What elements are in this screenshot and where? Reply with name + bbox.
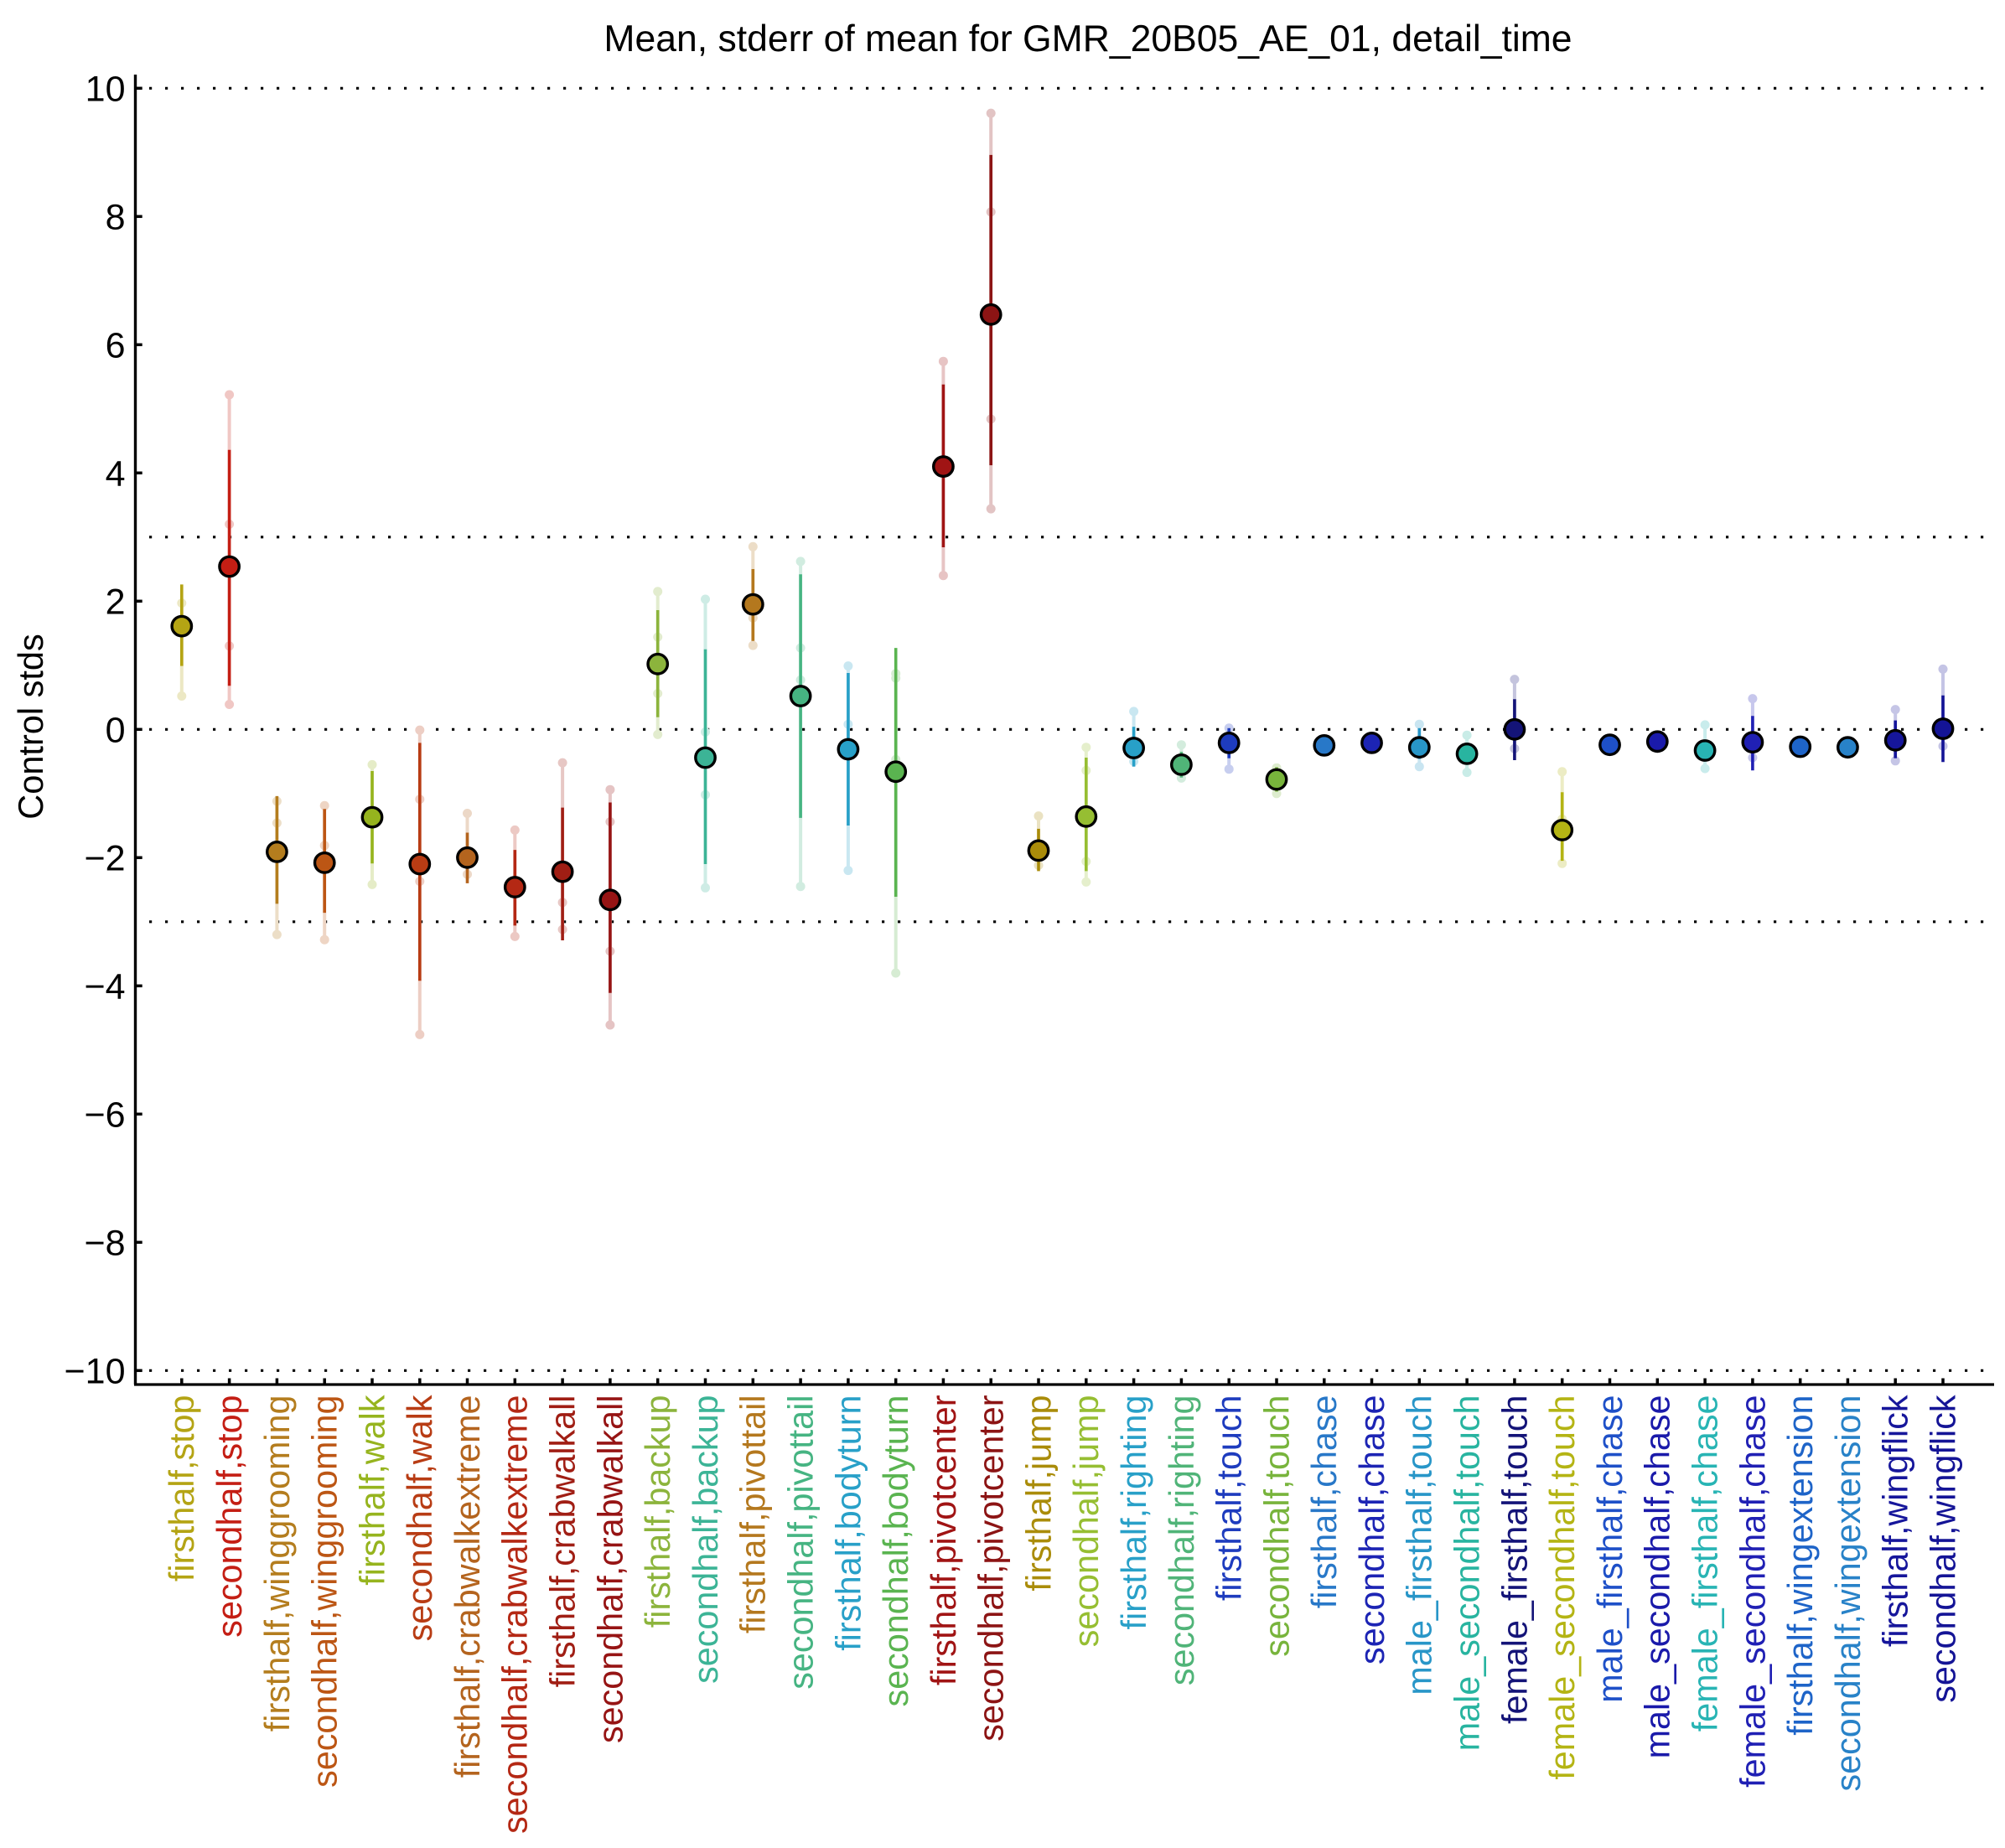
svg-text:secondhalf,jump: secondhalf,jump [1067,1395,1106,1648]
svg-text:firsthalf,crabwalkall: firsthalf,crabwalkall [544,1395,583,1688]
svg-text:secondhalf,crabwalkextreme: secondhalf,crabwalkextreme [496,1395,535,1834]
svg-text:firsthalf,winggrooming: firsthalf,winggrooming [258,1395,297,1732]
svg-text:−8: −8 [84,1224,125,1264]
svg-text:female_firsthalf,chase: female_firsthalf,chase [1686,1395,1725,1732]
svg-text:secondhalf,chase: secondhalf,chase [1353,1395,1391,1664]
svg-text:secondhalf,pivotcenter: secondhalf,pivotcenter [972,1395,1011,1741]
svg-text:Control stds: Control stds [11,634,50,819]
svg-text:−10: −10 [65,1352,126,1392]
svg-text:male_firsthalf,touch: male_firsthalf,touch [1401,1395,1439,1695]
svg-text:firsthalf,pivotcenter: firsthalf,pivotcenter [925,1395,963,1685]
svg-text:firsthalf,touch: firsthalf,touch [1210,1395,1249,1602]
svg-text:secondhalf,stop: secondhalf,stop [210,1395,249,1638]
svg-text:male_firsthalf,chase: male_firsthalf,chase [1591,1395,1629,1703]
svg-text:secondhalf,wingextension: secondhalf,wingextension [1829,1395,1868,1792]
svg-text:secondhalf,pivottail: secondhalf,pivottail [782,1395,821,1690]
svg-text:firsthalf,chase: firsthalf,chase [1305,1395,1344,1609]
svg-text:firsthalf,wingextension: firsthalf,wingextension [1781,1395,1820,1736]
svg-text:2: 2 [106,582,126,623]
svg-text:secondhalf,backup: secondhalf,backup [686,1395,725,1684]
svg-text:firsthalf,jump: firsthalf,jump [1019,1395,1058,1592]
svg-text:firsthalf,bodyturn: firsthalf,bodyturn [829,1395,868,1651]
svg-text:female_secondhalf,touch: female_secondhalf,touch [1543,1395,1582,1780]
svg-text:male_secondhalf,chase: male_secondhalf,chase [1639,1395,1677,1759]
svg-text:4: 4 [106,454,126,494]
svg-text:female_firsthalf,touch: female_firsthalf,touch [1495,1395,1534,1725]
svg-text:−6: −6 [84,1095,125,1136]
svg-text:firsthalf,wingflick: firsthalf,wingflick [1877,1395,1915,1647]
svg-text:firsthalf,crabwalkextreme: firsthalf,crabwalkextreme [448,1395,487,1778]
svg-text:8: 8 [106,198,126,238]
svg-text:secondhalf,bodyturn: secondhalf,bodyturn [877,1395,915,1707]
svg-text:male_secondhalf,touch: male_secondhalf,touch [1448,1395,1487,1752]
svg-text:firsthalf,righting: firsthalf,righting [1115,1395,1153,1630]
svg-text:secondhalf,walk: secondhalf,walk [401,1395,439,1641]
svg-text:firsthalf,stop: firsthalf,stop [163,1395,201,1582]
svg-text:secondhalf,touch: secondhalf,touch [1257,1395,1296,1657]
svg-text:secondhalf,crabwalkall: secondhalf,crabwalkall [591,1395,629,1744]
svg-text:firsthalf,pivottail: firsthalf,pivottail [734,1395,773,1634]
svg-text:female_secondhalf,chase: female_secondhalf,chase [1733,1395,1772,1788]
svg-text:Mean, stderr of mean for GMR_2: Mean, stderr of mean for GMR_20B05_AE_01… [604,18,1572,60]
svg-text:secondhalf,righting: secondhalf,righting [1163,1395,1201,1686]
svg-text:firsthalf,backup: firsthalf,backup [639,1395,677,1628]
svg-text:6: 6 [106,326,126,366]
svg-text:secondhalf,wingflick: secondhalf,wingflick [1924,1395,1962,1703]
svg-text:secondhalf,winggrooming: secondhalf,winggrooming [306,1395,345,1788]
svg-text:0: 0 [106,711,126,751]
svg-text:−2: −2 [84,839,125,879]
svg-text:10: 10 [85,70,126,110]
svg-text:−4: −4 [84,967,125,1007]
svg-text:firsthalf,walk: firsthalf,walk [353,1395,391,1586]
